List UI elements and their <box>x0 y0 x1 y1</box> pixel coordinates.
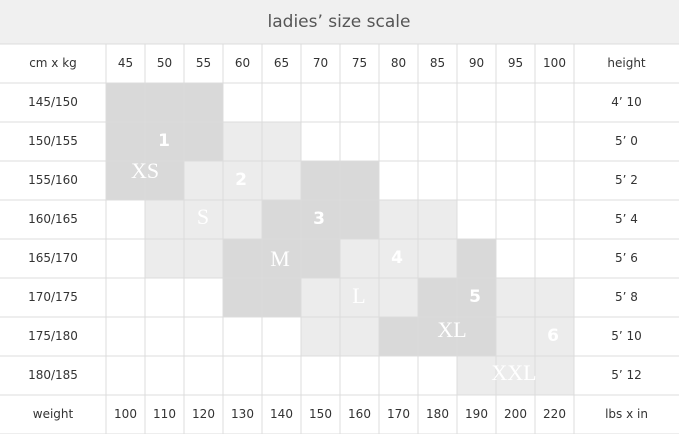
row-label: 155/160 <box>28 173 78 187</box>
height-label: 4’ 10 <box>611 95 642 109</box>
lbs-label: 150 <box>309 407 332 421</box>
size-zone-cell <box>457 356 574 395</box>
kg-label: 50 <box>157 56 172 70</box>
zone-number: 5 <box>469 287 481 307</box>
row-label: 180/185 <box>28 368 78 382</box>
height-label: 5’ 2 <box>615 173 638 187</box>
kg-label: 100 <box>543 56 566 70</box>
height-label: 5’ 6 <box>615 251 638 265</box>
footer-label: weight <box>33 407 74 421</box>
kg-label: 85 <box>430 56 445 70</box>
size-zone-cell <box>184 161 301 200</box>
height-label: 5’ 12 <box>611 368 642 382</box>
kg-label: 80 <box>391 56 406 70</box>
height-label: 5’ 10 <box>611 329 642 343</box>
size-zone-cell <box>145 200 262 239</box>
lbs-label: 140 <box>270 407 293 421</box>
row-label: 150/155 <box>28 134 78 148</box>
row-label: 145/150 <box>28 95 78 109</box>
lbs-label: 220 <box>543 407 566 421</box>
title-bar <box>0 0 679 44</box>
title: ladies’ size scale <box>268 12 411 32</box>
lbs-label: 170 <box>387 407 410 421</box>
zone-size: S <box>197 204 209 229</box>
kg-label: 70 <box>313 56 328 70</box>
lbs-label: 130 <box>231 407 254 421</box>
row-label: 175/180 <box>28 329 78 343</box>
size-zone-cell <box>262 200 379 239</box>
zone-size: M <box>270 246 290 271</box>
corner-label: cm x kg <box>29 56 77 70</box>
size-zone-cell <box>223 239 340 278</box>
height-label: 5’ 0 <box>615 134 638 148</box>
zone-number: 6 <box>547 326 559 346</box>
size-zone-cell <box>106 122 223 161</box>
lbs-label: 180 <box>426 407 449 421</box>
size-zone-cell <box>340 239 457 278</box>
zone-number: 2 <box>235 170 247 190</box>
size-zone-cell <box>457 239 496 278</box>
lbs-label: 110 <box>153 407 176 421</box>
kg-label: 75 <box>352 56 367 70</box>
size-zone-cell <box>301 278 418 317</box>
kg-label: 55 <box>196 56 211 70</box>
row-label: 170/175 <box>28 290 78 304</box>
zone-number: 3 <box>313 209 325 229</box>
size-zone-cell <box>379 317 496 356</box>
size-zone-cell <box>106 83 223 122</box>
kg-label: 45 <box>118 56 133 70</box>
lbs-label: 100 <box>114 407 137 421</box>
row-label: 165/170 <box>28 251 78 265</box>
zone-size: XL <box>437 317 466 342</box>
height-header: height <box>607 56 646 70</box>
lbs-label: 200 <box>504 407 527 421</box>
lbs-label: 190 <box>465 407 488 421</box>
kg-label: 65 <box>274 56 289 70</box>
zone-number: 4 <box>391 248 403 268</box>
height-label: 5’ 8 <box>615 290 638 304</box>
kg-label: 90 <box>469 56 484 70</box>
height-label: 5’ 4 <box>615 212 638 226</box>
zone-size: L <box>352 283 365 308</box>
footer-unit: lbs x in <box>605 407 648 421</box>
row-label: 160/165 <box>28 212 78 226</box>
zone-size: XXL <box>491 360 536 385</box>
zone-number: 1 <box>158 131 170 151</box>
lbs-label: 120 <box>192 407 215 421</box>
lbs-label: 160 <box>348 407 371 421</box>
kg-label: 95 <box>508 56 523 70</box>
kg-label: 60 <box>235 56 250 70</box>
zone-size: XS <box>131 158 159 183</box>
